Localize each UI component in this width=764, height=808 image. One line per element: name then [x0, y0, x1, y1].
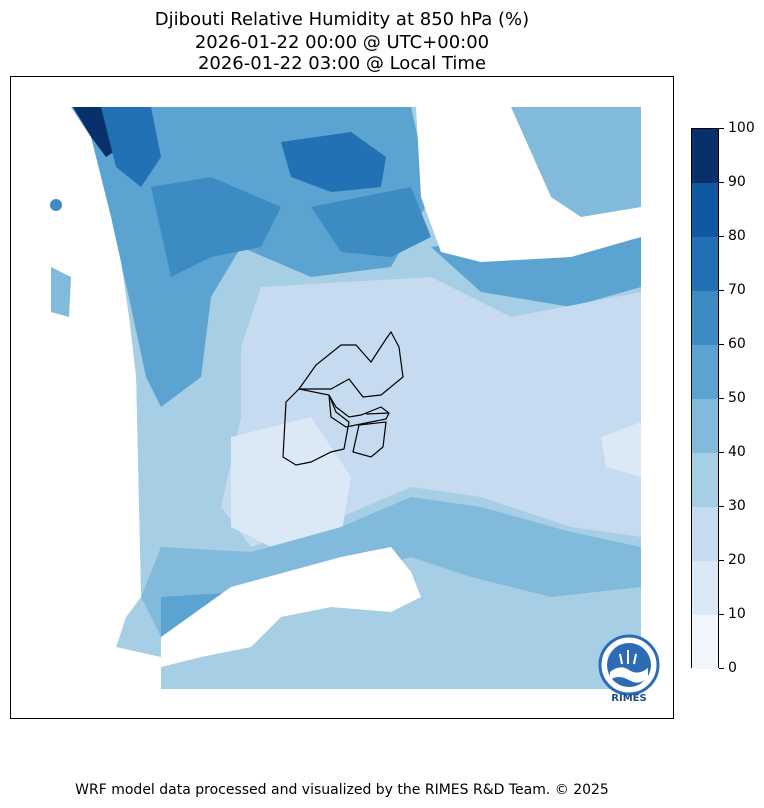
colorbar-segment: [692, 183, 718, 237]
colorbar-segment: [692, 399, 718, 453]
colorbar-tick-label: 10: [728, 606, 746, 622]
colorbar-tick: [719, 236, 724, 237]
missing-south-tail: [11, 689, 641, 718]
colorbar-segment: [692, 129, 718, 183]
missing-ne: [416, 107, 641, 262]
humid-north-band-2: [281, 132, 386, 192]
map-title-line-3: 2026-01-22 03:00 @ Local Time: [197, 53, 487, 74]
colorbar-segment: [692, 345, 718, 399]
colorbar-tick: [719, 290, 724, 291]
rimes-emblem-icon: [598, 634, 660, 696]
logo-label: RIMES: [611, 693, 647, 704]
colorbar-tick: [719, 182, 724, 183]
map-panel: [10, 76, 674, 719]
humid-ridge: [151, 177, 281, 277]
west-blob-2: [50, 199, 62, 211]
colorbar-tick: [719, 506, 724, 507]
colorbar-tick: [719, 344, 724, 345]
humid-north-band: [101, 107, 161, 187]
colorbar-tick-label: 30: [728, 498, 746, 514]
missing-right-edge: [641, 77, 673, 718]
colorbar-tick-label: 70: [728, 282, 746, 298]
colorbar-tick-label: 20: [728, 552, 746, 568]
humidity-field: [11, 77, 673, 718]
humid-south: [141, 497, 641, 637]
colorbar-tick-label: 60: [728, 336, 746, 352]
west-blob: [51, 267, 71, 317]
country-border: [282, 330, 404, 466]
colorbar-tick-label: 90: [728, 174, 746, 190]
colorbar-tick-label: 80: [728, 228, 746, 244]
colorbar-tick: [719, 614, 724, 615]
colorbar-tick-label: 0: [728, 660, 737, 676]
dry-south: [231, 417, 351, 547]
missing-gulf: [161, 547, 421, 667]
missing-west-strip: [11, 77, 141, 647]
missing-southwest: [11, 647, 161, 689]
colorbar-segment: [692, 453, 718, 507]
colorbar-segment: [692, 291, 718, 345]
colorbar: [691, 128, 719, 669]
colorbar-tick-label: 50: [728, 390, 746, 406]
rimes-logo: RIMES: [598, 634, 660, 706]
colorbar-tick-label: 100: [728, 120, 755, 136]
colorbar-tick: [719, 560, 724, 561]
dry-east-pocket: [601, 422, 641, 477]
footer-credit: WRF model data processed and visualized …: [75, 782, 609, 798]
colorbar-segment: [692, 237, 718, 291]
map-title-line-1: Djibouti Relative Humidity at 850 hPa (%…: [154, 9, 530, 30]
colorbar-tick: [719, 452, 724, 453]
missing-top-edge: [11, 77, 673, 107]
colorbar-segment: [692, 615, 718, 669]
colorbar-tick: [719, 668, 724, 669]
humid-ne: [511, 107, 641, 237]
colorbar-tick-label: 40: [728, 444, 746, 460]
humid-ridge-2: [311, 187, 431, 257]
colorbar-segment: [692, 561, 718, 615]
map-title-line-2: 2026-01-22 00:00 @ UTC+00:00: [194, 32, 490, 53]
colorbar-segment: [692, 507, 718, 561]
colorbar-tick: [719, 128, 724, 129]
colorbar-tick: [719, 398, 724, 399]
